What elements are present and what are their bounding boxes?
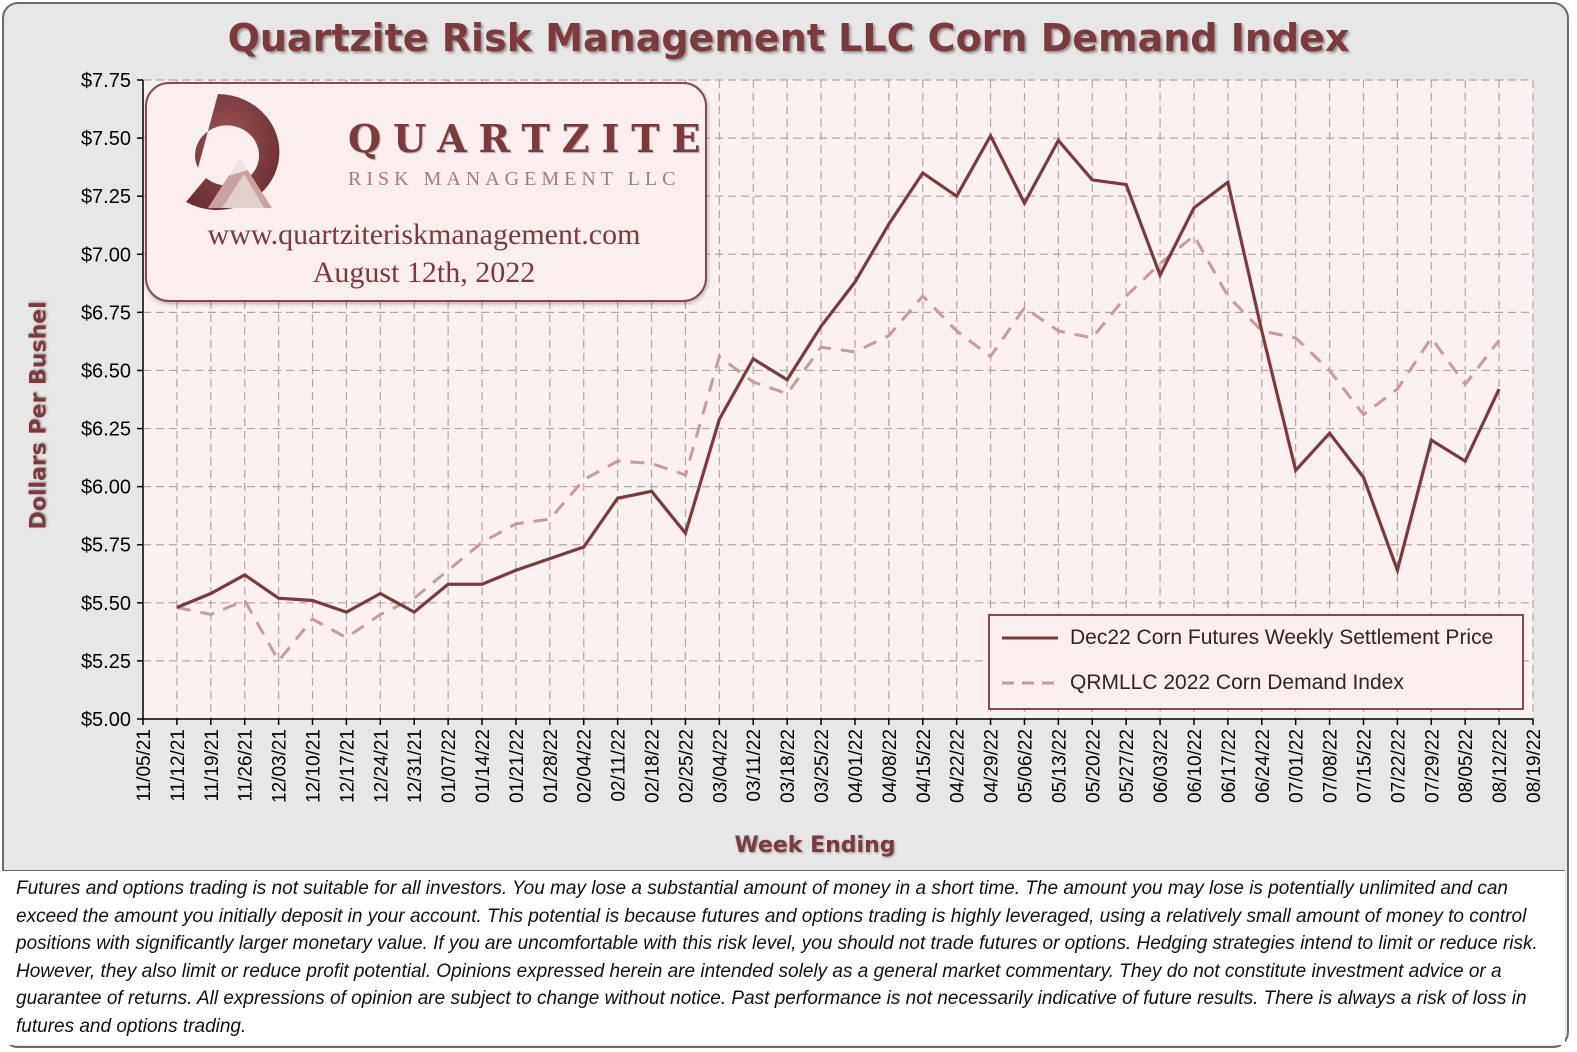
x-tick-label: 02/18/22 [643,729,664,803]
axes [142,80,1533,720]
x-tick-label: 06/17/22 [1219,729,1240,803]
disclaimer-text: Futures and options trading is not suita… [16,878,1538,1037]
x-tick-label: 02/25/22 [676,729,697,803]
x-tick-label: 05/20/22 [1083,729,1104,803]
legend-item-index: QRMLLC 2022 Corn Demand Index [1000,668,1404,698]
legend-solid-line-icon [1002,636,1058,640]
x-axis-ticks: 11/05/21 11/12/21 11/19/21 11/26/21 12/03/21… [134,719,1545,803]
x-tick-label: 02/11/22 [609,729,630,802]
x-axis-label: Week Ending [734,833,896,858]
logo-subtitle: RISK MANAGEMENT LLC [348,168,681,190]
y-tick-label: $7.50 [81,128,131,150]
x-tick-label: 01/07/22 [439,729,460,803]
x-tick-label: 07/29/22 [1422,729,1443,803]
x-tick-label: 11/26/21 [236,729,257,802]
x-tick-label: 07/08/22 [1321,729,1342,803]
y-tick-label: $6.75 [81,302,131,324]
legend: Dec22 Corn Futures Weekly Settlement Pri… [988,614,1524,710]
x-tick-label: 07/22/22 [1388,729,1409,803]
x-tick-label: 04/08/22 [880,729,901,803]
x-tick-label: 04/15/22 [914,729,935,803]
x-tick-label: 02/04/22 [575,729,596,803]
x-tick-label: 05/06/22 [1015,729,1036,803]
x-tick-label: 12/17/21 [337,729,358,803]
legend-label-index: QRMLLC 2022 Corn Demand Index [1070,671,1404,694]
disclaimer-box: Futures and options trading is not suita… [2,870,1565,1045]
y-tick-label: $5.50 [81,593,131,615]
x-tick-label: 01/14/22 [473,729,494,803]
x-tick-label: 08/05/22 [1456,729,1477,803]
x-tick-label: 12/31/21 [405,729,426,803]
x-tick-label: 01/28/22 [541,729,562,803]
x-tick-label: 12/10/21 [304,729,325,803]
series-line-futures [176,132,1501,615]
x-tick-label: 07/15/22 [1354,729,1375,803]
x-tick-label: 03/04/22 [710,729,731,803]
y-axis-label: Dollars Per Bushel [26,301,52,530]
y-tick-label: $7.00 [81,244,131,266]
x-tick-label: 06/10/22 [1185,729,1206,803]
x-tick-label: 06/03/22 [1151,729,1172,803]
x-tick-label: 05/13/22 [1049,729,1070,803]
x-tick-label: 11/12/21 [168,729,189,802]
series-line-index [176,233,1501,664]
x-tick-label: 07/01/22 [1287,729,1308,803]
chart-title: Quartzite Risk Management LLC Corn Deman… [227,16,1350,60]
x-tick-label: 04/01/22 [846,729,867,803]
website-text: www.quartziteriskmanagement.com [207,218,641,251]
y-tick-label: $7.25 [81,186,131,208]
legend-label-futures: Dec22 Corn Futures Weekly Settlement Pri… [1070,626,1494,649]
x-tick-label: 12/24/21 [371,729,392,803]
x-tick-label: 05/27/22 [1117,729,1138,803]
quartzite-logo-icon [186,94,280,210]
y-tick-label: $5.00 [81,709,131,731]
x-tick-label: 11/19/21 [202,729,223,802]
x-tick-label: 03/25/22 [812,729,833,803]
x-tick-label: 12/03/21 [270,729,291,803]
y-tick-label: $5.25 [81,651,131,673]
x-tick-label: 08/19/22 [1524,729,1545,803]
x-tick-label: 11/05/21 [134,729,155,802]
legend-item-futures: Dec22 Corn Futures Weekly Settlement Pri… [1000,623,1493,653]
date-text: August 12th, 2022 [312,256,536,289]
y-axis-ticks: $5.00 $5.25 $5.50 $5.75 $6.00 $6.25 $6.50 $6.75… [81,70,143,731]
y-tick-label: $7.75 [81,70,131,92]
x-tick-label: 04/22/22 [948,729,969,803]
y-tick-label: $5.75 [81,535,131,557]
x-tick-label: 03/18/22 [778,729,799,803]
logo-name: QUARTZITE [348,116,713,161]
y-tick-label: $6.50 [81,360,131,382]
x-tick-label: 04/29/22 [982,729,1003,803]
y-tick-label: $6.00 [81,477,131,499]
x-tick-label: 06/24/22 [1253,729,1274,803]
x-tick-label: 03/11/22 [744,729,765,802]
series-layer [176,132,1501,664]
y-tick-label: $6.25 [81,419,131,441]
legend-dashed-line-icon [1002,681,1058,685]
x-tick-label: 08/12/22 [1490,729,1511,803]
x-tick-label: 01/21/22 [507,729,528,803]
